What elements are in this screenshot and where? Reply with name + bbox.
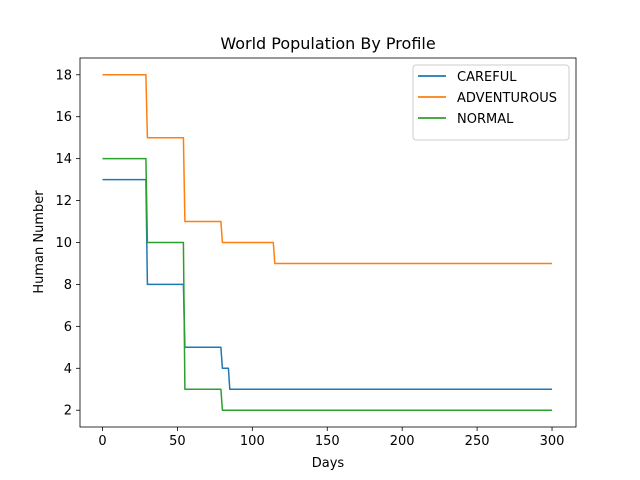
series-line-adventurous — [102, 74, 552, 265]
y-axis-label: Human Number — [32, 190, 47, 294]
legend: CAREFUL ADVENTUROUS NORMAL — [412, 64, 570, 141]
x-tick-label: 200 — [390, 434, 415, 449]
legend-label-normal: NORMAL — [457, 112, 514, 127]
axes-layer: 0 50 100 150 200 250 300 2 4 6 8 10 12 14 16 18 — [55, 57, 577, 449]
x-tick-label: 250 — [465, 434, 490, 449]
x-tick-label: 300 — [540, 434, 565, 449]
series-line-normal — [102, 157, 552, 411]
y-tick-label: 6 — [64, 320, 72, 335]
y-tick-label: 16 — [55, 110, 72, 125]
x-tick-label: 100 — [240, 434, 265, 449]
legend-box — [412, 64, 570, 141]
legend-label-careful: CAREFUL — [457, 70, 517, 85]
x-tick-label: 50 — [169, 434, 186, 449]
x-axis-label: Days — [312, 456, 345, 471]
y-tick-label: 18 — [55, 68, 72, 83]
x-tick-label: 0 — [98, 434, 106, 449]
y-tick-label: 8 — [64, 278, 72, 293]
y-tick-label: 4 — [64, 362, 72, 377]
series-layer — [102, 74, 552, 411]
legend-label-adventurous: ADVENTUROUS — [457, 91, 557, 106]
y-tick-label: 12 — [55, 194, 72, 209]
y-tick-label: 14 — [55, 152, 72, 167]
chart-title: World Population By Profile — [220, 34, 435, 53]
y-tick-label: 10 — [55, 236, 72, 251]
x-tick-label: 150 — [315, 434, 340, 449]
y-tick-label: 2 — [64, 404, 72, 419]
